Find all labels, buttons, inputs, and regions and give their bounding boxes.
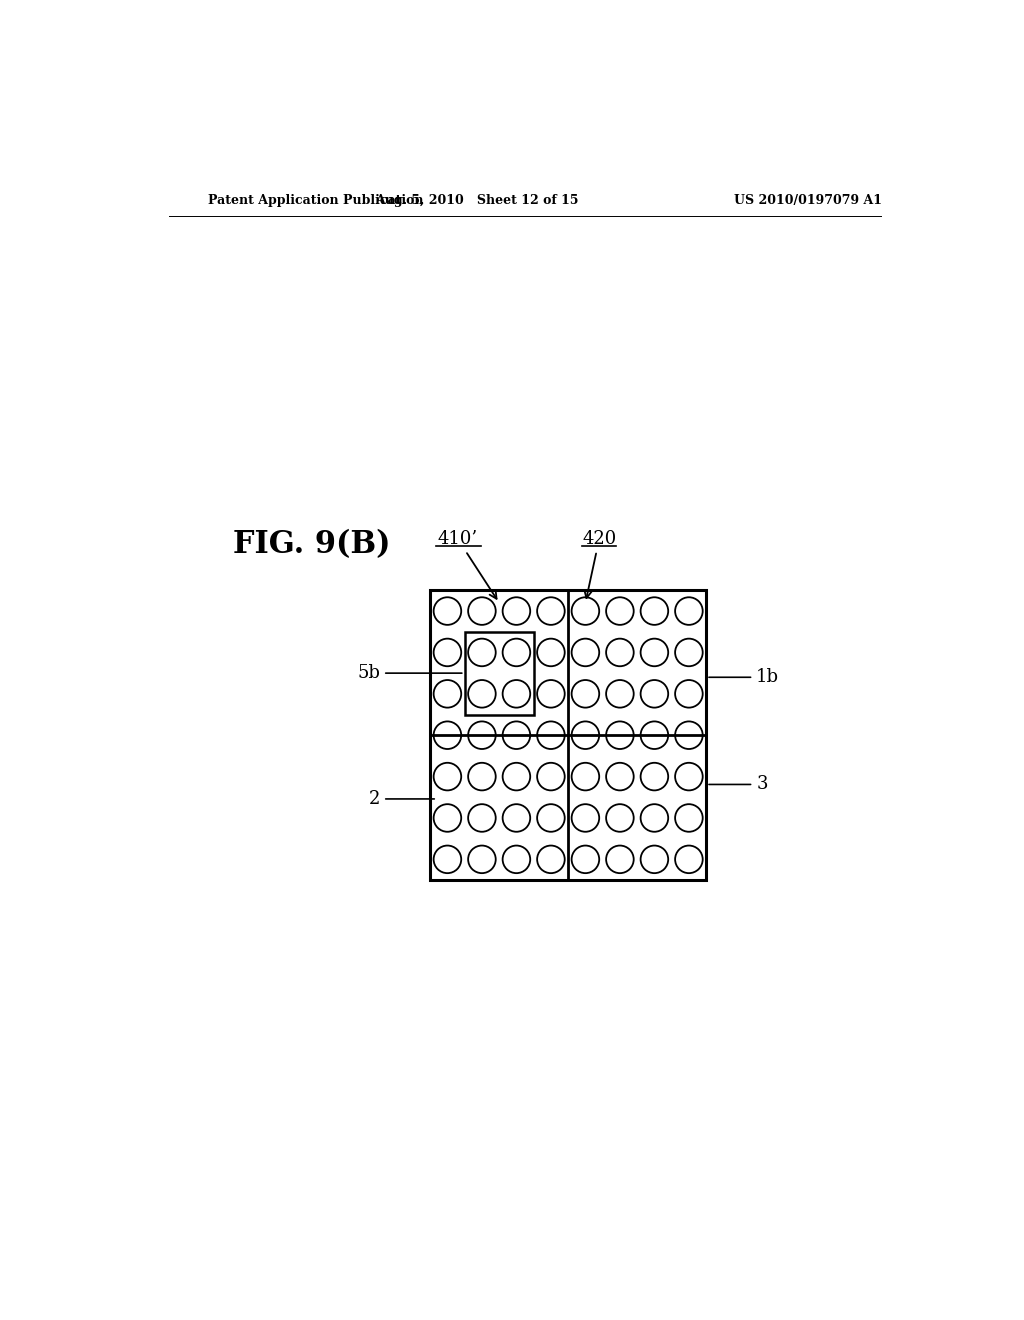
Bar [465, 632, 534, 714]
Text: US 2010/0197079 A1: US 2010/0197079 A1 [734, 194, 882, 207]
Text: FIG. 9(B): FIG. 9(B) [233, 529, 390, 560]
Bar [430, 590, 707, 880]
Text: 410’: 410’ [437, 531, 497, 599]
Text: Patent Application Publication: Patent Application Publication [208, 194, 423, 207]
Text: 3: 3 [709, 775, 768, 793]
Text: 420: 420 [582, 531, 616, 598]
Text: 1b: 1b [709, 668, 779, 686]
Text: 2: 2 [369, 789, 434, 808]
Text: Aug. 5, 2010   Sheet 12 of 15: Aug. 5, 2010 Sheet 12 of 15 [376, 194, 579, 207]
Text: 5b: 5b [357, 664, 462, 682]
